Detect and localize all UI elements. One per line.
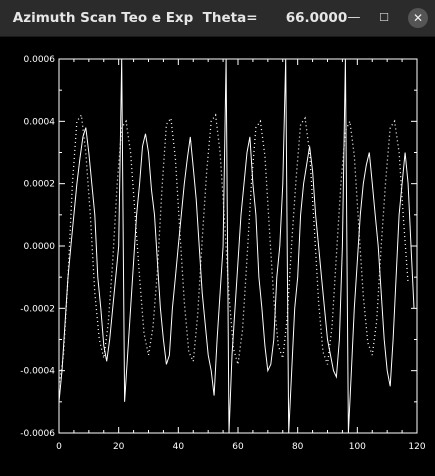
maximize-button[interactable]: ☐ [379, 11, 389, 24]
x-tick-label: 60 [232, 442, 244, 452]
x-tick-label: 80 [292, 442, 304, 452]
window-title: Azimuth Scan Teo e Exp Theta= 66.0000 [12, 10, 348, 26]
azimuth-scan-chart: 0 20 40 60 80 100 120 0.0006 0.0004 0.0002 0.0000 -… [20, 55, 426, 452]
x-tick-label: 40 [173, 442, 185, 452]
close-button[interactable]: ✕ [408, 8, 428, 28]
y-tick-label: -0.0004 [20, 367, 55, 377]
x-tick-label: 120 [408, 442, 425, 452]
plot-area: 0 20 40 60 80 100 120 0.0006 0.0004 0.0002 0.0000 -… [0, 37, 435, 472]
x-tick-label: 20 [113, 442, 125, 452]
x-tick-label: 0 [56, 442, 62, 452]
y-tick-label: 0.0004 [24, 117, 56, 127]
y-tick-label: 0.0000 [24, 242, 56, 252]
window-titlebar[interactable]: Azimuth Scan Teo e Exp Theta= 66.0000 — … [0, 0, 435, 37]
theory-series-line [59, 113, 409, 387]
y-tick-label: 0.0002 [24, 180, 56, 190]
y-tick-label: 0.0006 [24, 55, 56, 65]
plot-frame [58, 58, 418, 434]
experiment-series-line [59, 59, 415, 433]
minimize-button[interactable]: — [347, 10, 361, 25]
y-tick-label: -0.0006 [20, 429, 55, 439]
y-tick-label: -0.0002 [20, 304, 55, 314]
x-tick-label: 100 [349, 442, 366, 452]
